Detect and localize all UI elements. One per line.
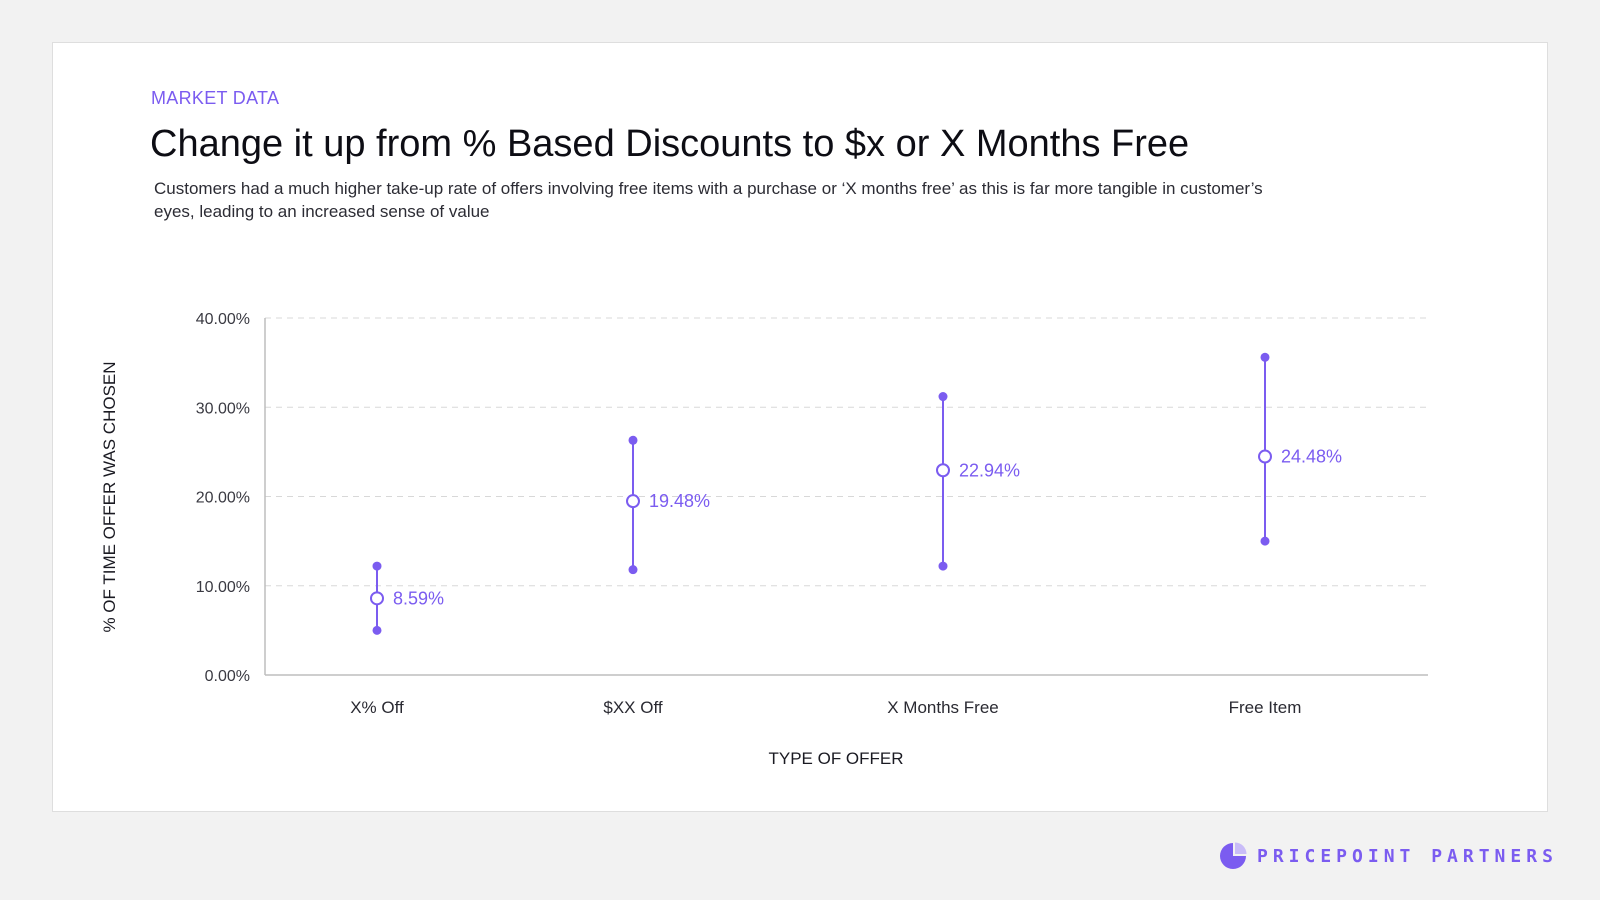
data-label: 22.94%	[959, 460, 1020, 480]
mean-point	[1258, 449, 1272, 464]
range-high-dot	[1260, 352, 1270, 362]
page-title: Change it up from % Based Discounts to $…	[150, 123, 1190, 165]
x-tick-label: $XX Off	[603, 698, 662, 717]
data-label: 8.59%	[393, 588, 444, 608]
page-subtitle: Customers had a much higher take-up rate…	[154, 179, 1263, 221]
range-low-dot	[628, 565, 638, 575]
axis-layer: 0.00% 10.00% 20.00% 30.00% 40.00% X% Off $XX O…	[196, 311, 1428, 717]
brand: PRICEPOINT PARTNERS	[1218, 840, 1558, 872]
mean-point	[626, 494, 640, 509]
content-card	[52, 42, 1548, 812]
x-tick-label: X% Off	[350, 698, 404, 717]
brand-name: PRICEPOINT PARTNERS	[1257, 845, 1558, 867]
range-low-dot	[938, 561, 948, 571]
eyebrow-label: MARKET DATA	[151, 88, 280, 108]
y-tick-label: 10.00%	[196, 579, 250, 596]
range-high-dot	[938, 392, 948, 402]
pie-chart-logo-icon	[1220, 842, 1247, 869]
data-label: 19.48%	[649, 491, 710, 511]
y-tick-label: 40.00%	[196, 311, 250, 328]
y-tick-label: 20.00%	[196, 490, 250, 507]
y-tick-label: 30.00%	[196, 400, 250, 417]
mark-layer: 8.59% 19.48% 22.94% 24.48%	[370, 352, 1342, 635]
mean-point	[936, 463, 950, 478]
y-axis-title: % OF TIME OFFER WAS CHOSEN	[100, 361, 119, 632]
x-tick-label: Free Item	[1229, 698, 1302, 717]
range-low-dot	[372, 625, 382, 635]
range-high-dot	[372, 561, 382, 571]
y-tick-label: 0.00%	[205, 668, 250, 685]
x-axis-title: TYPE OF OFFER	[768, 749, 903, 768]
range-low-dot	[1260, 536, 1270, 546]
x-tick-label: X Months Free	[887, 698, 999, 717]
grid-layer	[265, 317, 1428, 587]
data-label: 24.48%	[1281, 447, 1342, 467]
range-high-dot	[628, 435, 638, 445]
mean-point	[370, 591, 384, 606]
